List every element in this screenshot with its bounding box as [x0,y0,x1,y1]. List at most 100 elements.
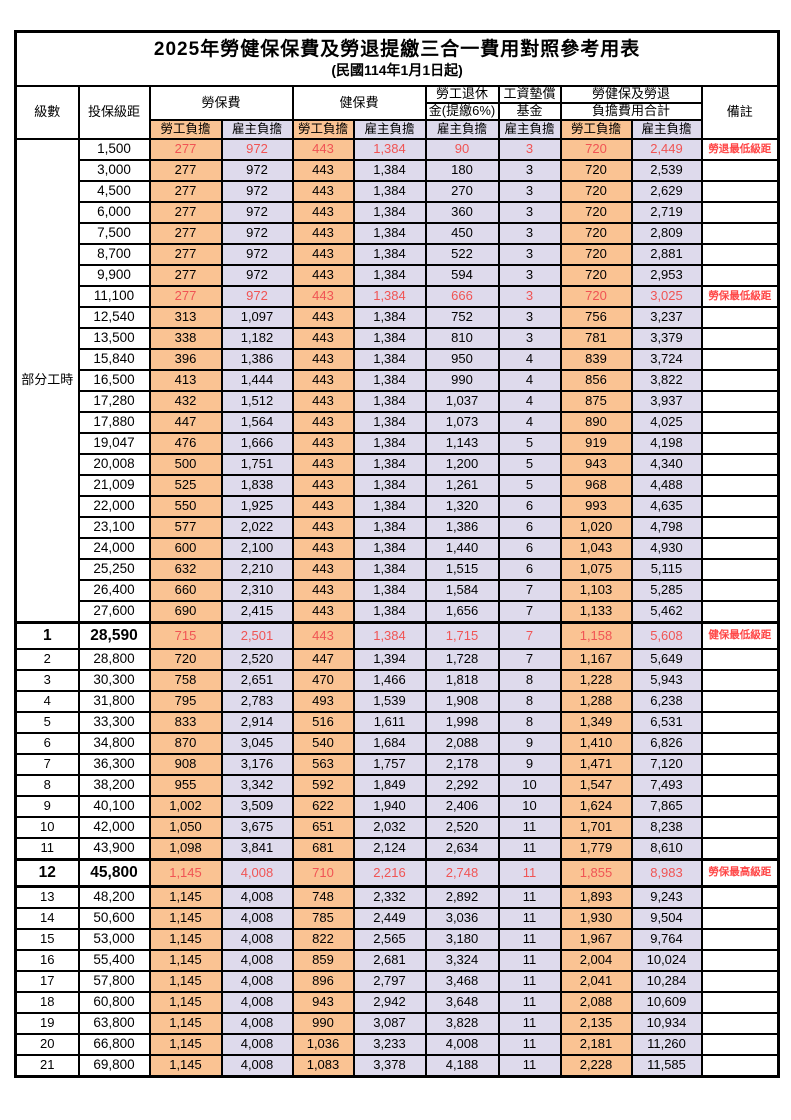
value-cell-total_worker: 1,855 [559,858,633,888]
remark-cell [700,1033,780,1056]
value-cell-fund_employer: 4 [497,369,562,392]
value-cell-total_employer: 9,764 [630,928,703,951]
value-cell-total_employer: 4,198 [630,432,703,455]
value-cell-fund_employer: 8 [497,690,562,713]
value-cell-health_employer: 1,384 [352,180,427,203]
value-cell-health_employer: 3,378 [352,1054,427,1078]
value-cell-labor_worker: 432 [148,390,223,413]
bracket-cell: 9,900 [77,264,151,287]
value-cell-labor_employer: 972 [220,201,294,224]
value-cell-fund_employer: 3 [497,243,562,266]
value-cell-total_worker: 720 [559,201,633,224]
value-cell-total_worker: 1,075 [559,558,633,581]
value-cell-labor_employer: 1,386 [220,348,294,371]
table-row: 13,500 338 1,182 443 1,384 810 3 781 3,379 [16,327,780,350]
table-row: 9,900 277 972 443 1,384 594 3 720 2,953 [16,264,780,287]
value-cell-health_employer: 1,384 [352,516,427,539]
value-cell-fund_employer: 8 [497,669,562,692]
remark-cell [700,753,780,776]
table-row: 17 57,800 1,145 4,008 896 2,797 3,468 11 2,041 10… [14,970,780,993]
value-cell-fund_employer: 11 [497,1054,562,1078]
value-cell-labor_worker: 550 [148,495,223,518]
value-cell-labor_employer: 4,008 [220,970,294,993]
table-row: 6 34,800 870 3,045 540 1,684 2,088 9 1,410 6,826 [14,732,780,755]
value-cell-health_worker: 516 [291,711,355,734]
table-row: 27,600 690 2,415 443 1,384 1,656 7 1,133 5,462 [16,600,780,624]
value-cell-labor_employer: 972 [220,222,294,245]
value-cell-fund_employer: 4 [497,411,562,434]
value-cell-pension_employer: 1,440 [424,537,500,560]
value-cell-labor_employer: 1,444 [220,369,294,392]
value-cell-health_worker: 859 [291,949,355,972]
remark-cell [700,222,780,245]
value-cell-pension_employer: 1,584 [424,579,500,602]
subheader-total-employer: 雇主負擔 [630,119,703,140]
value-cell-labor_employer: 972 [220,285,294,308]
bracket-cell: 28,590 [77,621,151,650]
value-cell-total_worker: 875 [559,390,633,413]
value-cell-health_worker: 443 [291,432,355,455]
header-total-line1: 勞健保及勞退 [559,85,703,104]
bracket-cell: 7,500 [77,222,151,245]
level-cell: 4 [14,690,80,713]
value-cell-total_worker: 1,167 [559,648,633,671]
value-cell-labor_employer: 2,501 [220,621,294,650]
value-cell-fund_employer: 3 [497,306,562,329]
value-cell-pension_employer: 1,715 [424,621,500,650]
value-cell-total_worker: 720 [559,285,633,308]
table-row: 13 48,200 1,145 4,008 748 2,332 2,892 11 1,893 9,… [14,885,780,909]
bracket-cell: 34,800 [77,732,151,755]
table-row: 21,009 525 1,838 443 1,384 1,261 5 968 4,488 [16,474,780,497]
value-cell-health_worker: 822 [291,928,355,951]
value-cell-pension_employer: 1,073 [424,411,500,434]
value-cell-fund_employer: 6 [497,537,562,560]
table-row: 16 55,400 1,145 4,008 859 2,681 3,324 11 2,004 10… [14,949,780,972]
value-cell-health_employer: 1,384 [352,369,427,392]
value-cell-fund_employer: 4 [497,348,562,371]
value-cell-health_employer: 1,384 [352,243,427,266]
value-cell-total_employer: 7,120 [630,753,703,776]
value-cell-pension_employer: 1,728 [424,648,500,671]
value-cell-health_worker: 443 [291,348,355,371]
remark-cell [700,390,780,413]
level-cell: 13 [14,885,80,909]
value-cell-pension_employer: 360 [424,201,500,224]
value-cell-labor_employer: 3,176 [220,753,294,776]
value-cell-labor_employer: 3,045 [220,732,294,755]
value-cell-health_worker: 443 [291,621,355,650]
table-title-cell: 2025年勞健保保費及勞退提繳三合一費用對照參考用表 (民國114年1月1日起) [14,30,780,87]
bracket-cell: 36,300 [77,753,151,776]
bracket-cell: 53,000 [77,928,151,951]
reference-table-sheet: 2025年勞健保保費及勞退提繳三合一費用對照參考用表 (民國114年1月1日起)… [14,30,781,1078]
value-cell-pension_employer: 1,037 [424,390,500,413]
value-cell-labor_employer: 1,751 [220,453,294,476]
value-cell-total_worker: 1,043 [559,537,633,560]
remark-cell [700,432,780,455]
remark-cell [700,201,780,224]
value-cell-labor_worker: 833 [148,711,223,734]
value-cell-total_worker: 781 [559,327,633,350]
value-cell-health_employer: 1,384 [352,411,427,434]
value-cell-labor_worker: 758 [148,669,223,692]
remark-cell [700,928,780,951]
value-cell-fund_employer: 7 [497,579,562,602]
value-cell-health_worker: 443 [291,369,355,392]
value-cell-total_employer: 3,237 [630,306,703,329]
value-cell-total_worker: 1,967 [559,928,633,951]
value-cell-labor_worker: 908 [148,753,223,776]
value-cell-pension_employer: 3,468 [424,970,500,993]
value-cell-fund_employer: 11 [497,1012,562,1035]
table-row: 19,047 476 1,666 443 1,384 1,143 5 919 4,198 [16,432,780,455]
level-cell: 20 [14,1033,80,1056]
value-cell-labor_employer: 2,415 [220,600,294,624]
value-cell-labor_worker: 660 [148,579,223,602]
table-row: 19 63,800 1,145 4,008 990 3,087 3,828 11 2,135 10… [14,1012,780,1035]
table-row: 20,008 500 1,751 443 1,384 1,200 5 943 4,340 [16,453,780,476]
value-cell-total_employer: 4,340 [630,453,703,476]
table-row: 6,000 277 972 443 1,384 360 3 720 2,719 [16,201,780,224]
bracket-cell: 55,400 [77,949,151,972]
remark-cell [700,411,780,434]
value-cell-total_worker: 1,471 [559,753,633,776]
value-cell-health_worker: 443 [291,285,355,308]
level-cell: 11 [14,837,80,861]
